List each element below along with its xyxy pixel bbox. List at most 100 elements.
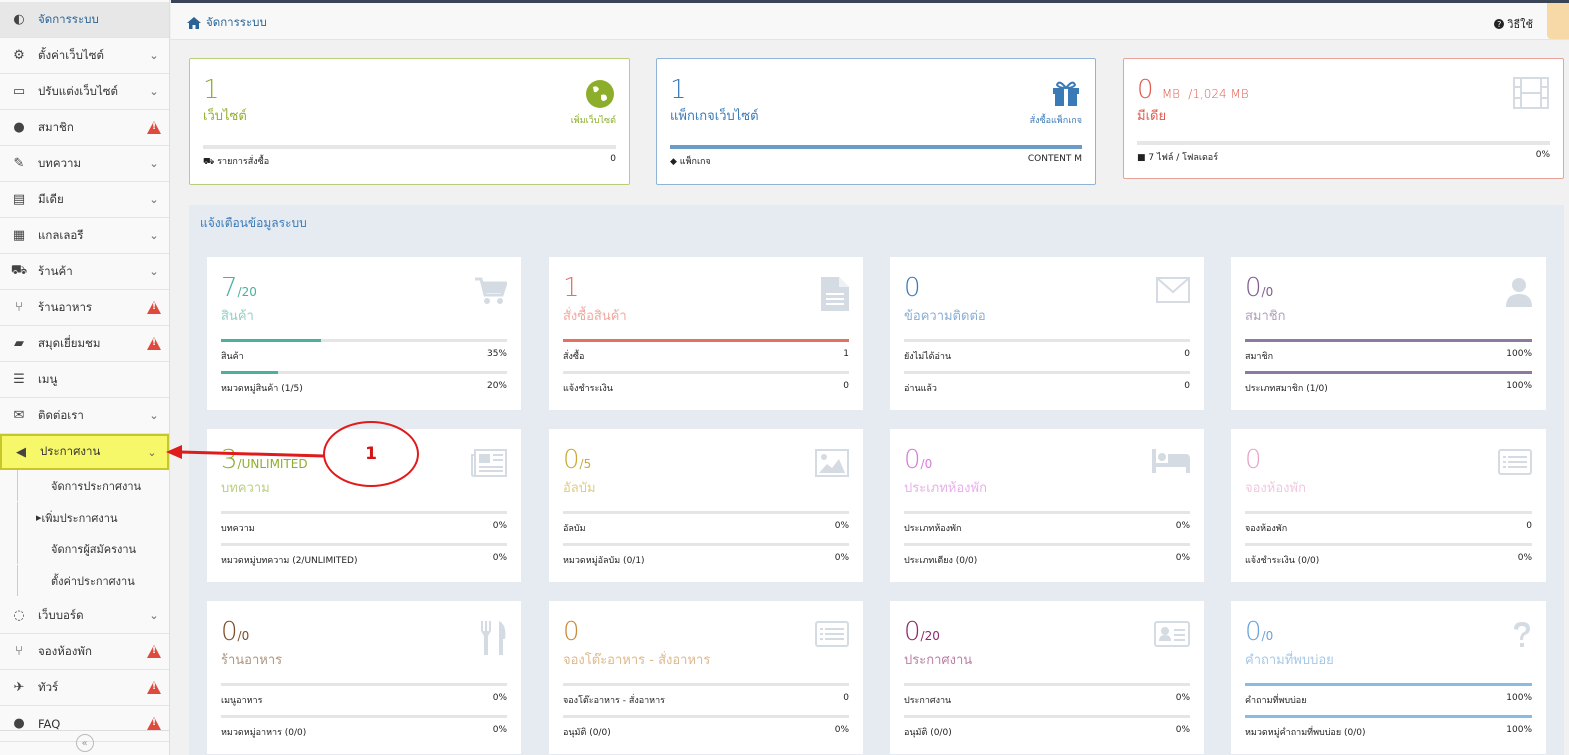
file-icon [821,277,849,315]
sidebar-item[interactable]: ◌ เว็บบอร์ด ⌄ [0,598,169,634]
stat-count: 3/UNLIMITED [221,445,308,475]
card-action-link[interactable]: สั่งซื้อแพ็กเกจ [1029,116,1082,126]
sidebar-item[interactable]: ✉ ติดต่อเรา ⌄ [0,398,169,434]
stat-row-label: หมวดหมู่คำถามที่พบบ่อย (0/0) [1245,728,1366,738]
stat-card[interactable]: 0/5 อัลบัม อัลบัม 0% หมวดหมู่อัลบัม (0/1) 0% [549,429,863,582]
card-label: เว็บไซต์ [203,109,247,124]
image-icon [815,449,849,481]
stat-row-label: คำถามที่พบบ่อย [1245,696,1307,706]
sidebar-collapse[interactable]: « [0,730,169,755]
submenu-item[interactable]: ▸ เพิ่มประกาศงาน [17,502,169,533]
sidebar-item[interactable]: ▭ ปรับแต่งเว็บไซต์ ⌄ [0,74,169,110]
stat-card[interactable]: 0 จองห้องพัก จองห้องพัก 0 แจ้งชำระเงิน (0/0)… [1231,429,1546,582]
bed-icon [1152,449,1190,477]
sidebar-item-label: สมาชิก [38,119,74,134]
stat-limit: /UNLIMITED [237,457,308,471]
cart-icon: ⛟ [10,263,28,278]
stat-progress-bar [221,543,507,546]
stat-count: 0/0 [1245,617,1274,647]
submenu-label: จัดการผู้สมัครงาน [51,542,137,556]
book-icon: ▰ [14,336,24,351]
sidebar-item[interactable]: ☰ เมนู [0,362,169,398]
stat-card[interactable]: 0 จองโต๊ะอาหาร - สั่งอาหาร จองโต๊ะอาหาร - … [549,601,863,754]
sidebar-item[interactable]: ✈ ทัวร์ [0,670,169,706]
sidebar-item[interactable]: ◐ จัดการระบบ [0,2,169,38]
stat-count: 0/5 [563,445,592,475]
gear-icon: ⚙ [13,48,25,63]
help-label: วิธีใช้ [1507,18,1533,31]
warning-icon [139,121,169,134]
stat-row-label: บทความ [221,524,255,534]
stat-row-value: 0 [843,693,849,703]
folder-icon: ■ [1137,153,1146,163]
id-card-icon [1154,621,1190,651]
sidebar-item[interactable]: ⑂ จองห้องพัก [0,634,169,670]
sidebar-item[interactable]: ◀ ประกาศงาน ⌄ [0,434,169,470]
card-footer-value: 0% [1535,150,1550,160]
globe-icon[interactable] [585,79,615,113]
sidebar-item[interactable]: ● สมาชิก [0,110,169,146]
info-icon: ● [13,716,25,731]
stat-progress-bar [904,339,1190,342]
cart-icon: ⛟ [203,157,215,167]
sidebar-item-label: มีเดีย [38,191,64,206]
summary-card: 1 แพ็กเกจเว็บไซต์ สั่งซื้อแพ็กเกจ ◆ แพ็กเก… [656,58,1096,185]
submenu-item[interactable]: ตั้งค่าประกาศงาน [17,565,169,596]
sidebar-item[interactable]: ✎ บทความ ⌄ [0,146,169,182]
sidebar-item-label: ตั้งค่าเว็บไซต์ [38,47,104,62]
card-footer-label: ■ 7 ไฟล์ / โฟลเดอร์ [1137,153,1219,163]
stat-progress-bar [221,339,507,342]
envelope-icon [1156,277,1190,307]
breadcrumb[interactable]: จัดการระบบ [187,14,267,32]
stat-progress-bar [221,715,507,718]
stat-card[interactable]: 0/0 ร้านอาหาร เมนูอาหาร 0% หมวดหมู่อาหาร (0/… [207,601,521,754]
stat-row-value: 0% [834,725,849,735]
question-circle-icon: ? [1494,19,1505,29]
stat-row-label: ประเภทเตียง (0/0) [904,556,978,566]
sidebar-item[interactable]: ⛟ ร้านค้า ⌄ [0,254,169,290]
stat-label: บทความ [221,481,270,496]
sidebar-item[interactable]: ▤ มีเดีย ⌄ [0,182,169,218]
stat-label: ข้อความติดต่อ [904,309,986,324]
grid-icon: ▦ [12,228,26,243]
dashboard-icon: ◐ [13,12,25,27]
stat-card[interactable]: 0/20 ประกาศงาน ประกาศงาน 0% อนุมัติ (0/0) 0% [890,601,1204,754]
stat-card[interactable]: 0/0 สมาชิก สมาชิก 100% ประเภทสมาชิก (1/0) 100… [1231,257,1546,410]
stat-card[interactable]: 0/0 คำถามที่พบบ่อย คำถามที่พบบ่อย 100% หมวดห… [1231,601,1546,754]
sidebar-item-label: ติดต่อเรา [38,407,84,422]
sidebar-item[interactable]: ⚙ ตั้งค่าเว็บไซต์ ⌄ [0,38,169,74]
stat-row-value: 0 [1184,381,1190,391]
chevron-down-icon: ⌄ [149,49,159,62]
stat-count: 7/20 [221,273,257,303]
sidebar-item-label: FAQ [38,716,61,731]
gift-icon[interactable] [1051,79,1081,111]
sidebar-item[interactable]: ⑂ ร้านอาหาร [0,290,169,326]
stat-card[interactable]: 0 ข้อความติดต่อ ยังไม่ได้อ่าน 0 อ่านแล้ว 0 [890,257,1204,410]
card-action-link[interactable]: เพิ่มเว็บไซต์ [570,116,616,126]
stat-count: 0/0 [904,445,933,475]
submenu-item[interactable]: จัดการผู้สมัครงาน [17,533,169,564]
stat-progress-bar [221,371,507,374]
stat-card[interactable]: 1 สั่งซื้อสินค้า สั่งซื้อ 1 แจ้งชำระเงิน 0 [549,257,863,410]
menu-list-icon: ☰ [13,372,25,387]
stat-row-value: 100% [1506,349,1532,359]
sidebar-item-label: บทความ [38,155,82,170]
stat-progress-bar [904,371,1190,374]
help-link[interactable]: ? วิธีใช้ [1494,15,1533,33]
warning-icon [139,645,169,658]
stat-card[interactable]: 0/0 ประเภทห้องพัก ประเภทห้องพัก 0% ประเภทเตี… [890,429,1204,582]
sidebar-item[interactable]: ▰ สมุดเยี่ยมชม [0,326,169,362]
stat-progress-bar [904,543,1190,546]
guide-book-icon[interactable] [1547,3,1569,39]
stat-count: 0 [1245,445,1262,475]
stat-row-value: 0% [1175,521,1190,531]
stat-progress-bar [221,683,507,686]
stat-card[interactable]: 7/20 สินค้า สินค้า 35% หมวดหมู่สินค้า (1/5) 2… [207,257,521,410]
sidebar-item[interactable]: ▦ แกลเลอรี ⌄ [0,218,169,254]
card-footer-label: ◆ แพ็กเกจ [670,157,711,167]
submenu-item[interactable]: จัดการประกาศงาน [17,470,169,501]
stat-row-value: 20% [486,381,507,391]
stat-row-value: 0 [843,381,849,391]
stat-progress-bar [563,339,849,342]
stat-progress-bar [1245,339,1532,342]
